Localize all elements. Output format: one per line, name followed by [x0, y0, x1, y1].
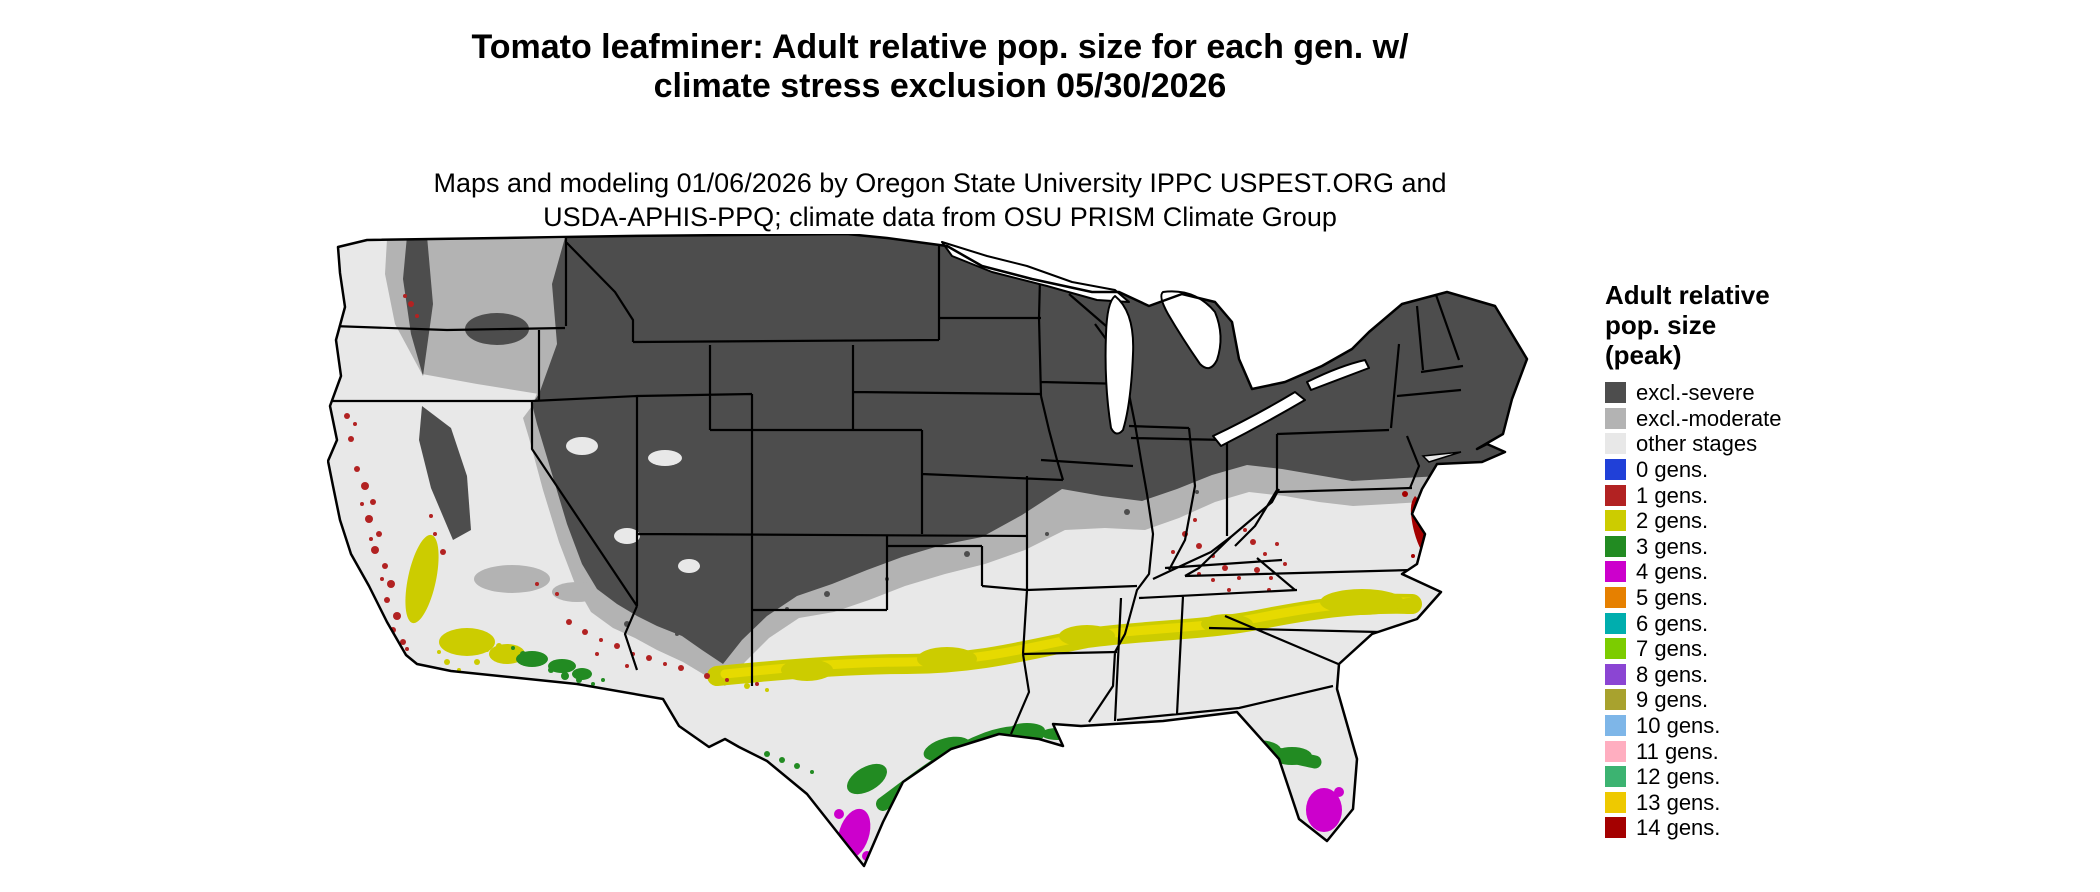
legend-swatch: [1605, 689, 1626, 711]
legend-item-label: 5 gens.: [1636, 585, 1709, 611]
legend-item: 2 gens.: [1605, 508, 1905, 534]
legend-swatch: [1605, 510, 1626, 532]
page-subtitle-line2: USDA-APHIS-PPQ; climate data from OSU PR…: [543, 202, 1337, 232]
legend: Adult relative pop. size (peak) excl.-se…: [1605, 280, 1905, 841]
legend-item: 7 gens.: [1605, 636, 1905, 662]
legend-swatch: [1605, 663, 1626, 685]
legend-item-label: other stages: [1636, 431, 1758, 457]
great-lakes: [941, 241, 1370, 447]
legend-item: 6 gens.: [1605, 610, 1905, 636]
us-outline: [326, 232, 1529, 868]
legend-item-label: 4 gens.: [1636, 559, 1709, 585]
legend-swatch: [1605, 484, 1626, 506]
us-map-svg: [326, 232, 1529, 868]
lake-superior: [941, 241, 1130, 303]
legend-item-label: 6 gens.: [1636, 610, 1709, 636]
legend-title-line3: (peak): [1605, 340, 1682, 370]
legend-list: excl.-severe excl.-moderate other stages 0 …: [1605, 380, 1905, 841]
legend-swatch: [1605, 433, 1626, 455]
legend-title-line2: pop. size: [1605, 310, 1717, 340]
legend-item: 11 gens.: [1605, 738, 1905, 764]
legend-swatch: [1605, 740, 1626, 762]
legend-item: 1 gens.: [1605, 482, 1905, 508]
legend-title-line1: Adult relative: [1605, 280, 1770, 310]
legend-item-label: 14 gens.: [1636, 815, 1721, 841]
map-band-2-gens: [405, 534, 1422, 692]
legend-swatch: [1605, 715, 1626, 737]
legend-item: 13 gens.: [1605, 790, 1905, 816]
us-map: [326, 232, 1557, 886]
page-title-line1: Tomato leafminer: Adult relative pop. si…: [471, 28, 1409, 66]
legend-item: 9 gens.: [1605, 687, 1905, 713]
legend-item-label: 7 gens.: [1636, 636, 1709, 662]
legend-item-label: 13 gens.: [1636, 789, 1721, 815]
legend-swatch: [1605, 817, 1626, 839]
legend-item-label: 0 gens.: [1636, 457, 1709, 483]
lake-erie: [1212, 391, 1306, 447]
long-island: [1421, 451, 1462, 463]
legend-item-label: 2 gens.: [1636, 508, 1709, 534]
legend-item: excl.-moderate: [1605, 406, 1905, 432]
legend-swatch: [1605, 459, 1626, 481]
page-title-line2: climate stress exclusion 05/30/2026: [653, 67, 1227, 105]
page-title: Tomato leafminer: Adult relative pop. si…: [0, 28, 1880, 106]
legend-swatch: [1605, 535, 1626, 557]
legend-item: 8 gens.: [1605, 662, 1905, 688]
legend-item: other stages: [1605, 431, 1905, 457]
map-light-spots: [566, 437, 700, 573]
map-region-5-gens: [1280, 862, 1286, 866]
legend-swatch: [1605, 561, 1626, 583]
legend-item: 3 gens.: [1605, 534, 1905, 560]
legend-item-label: 10 gens.: [1636, 713, 1721, 739]
legend-item-label: 9 gens.: [1636, 687, 1709, 713]
legend-swatch: [1605, 407, 1626, 429]
legend-item-label: 11 gens.: [1636, 738, 1719, 764]
legend-swatch: [1605, 638, 1626, 660]
legend-item-label: 12 gens.: [1636, 764, 1721, 790]
lake-huron: [1160, 290, 1222, 370]
map-region-4-gens: [834, 787, 1344, 861]
legend-item-label: excl.-moderate: [1636, 405, 1782, 431]
legend-item: excl.-severe: [1605, 380, 1905, 406]
legend-item: 0 gens.: [1605, 457, 1905, 483]
legend-item: 5 gens.: [1605, 585, 1905, 611]
legend-item: 10 gens.: [1605, 713, 1905, 739]
legend-item-label: excl.-severe: [1636, 380, 1755, 406]
legend-swatch: [1605, 587, 1626, 609]
legend-item-label: 8 gens.: [1636, 661, 1709, 687]
lake-michigan: [1104, 295, 1135, 435]
legend-swatch: [1605, 791, 1626, 813]
legend-item-label: 1 gens.: [1636, 482, 1709, 508]
legend-swatch: [1605, 612, 1626, 634]
legend-item: 12 gens.: [1605, 764, 1905, 790]
legend-swatch: [1605, 766, 1626, 788]
page-subtitle: Maps and modeling 01/06/2026 by Oregon S…: [0, 166, 1880, 234]
legend-item: 14 gens.: [1605, 815, 1905, 841]
legend-item: 4 gens.: [1605, 559, 1905, 585]
lake-ontario: [1306, 359, 1370, 391]
page-subtitle-line1: Maps and modeling 01/06/2026 by Oregon S…: [433, 168, 1447, 198]
legend-title: Adult relative pop. size (peak): [1605, 280, 1905, 370]
legend-item-label: 3 gens.: [1636, 533, 1709, 559]
legend-swatch: [1605, 382, 1626, 404]
